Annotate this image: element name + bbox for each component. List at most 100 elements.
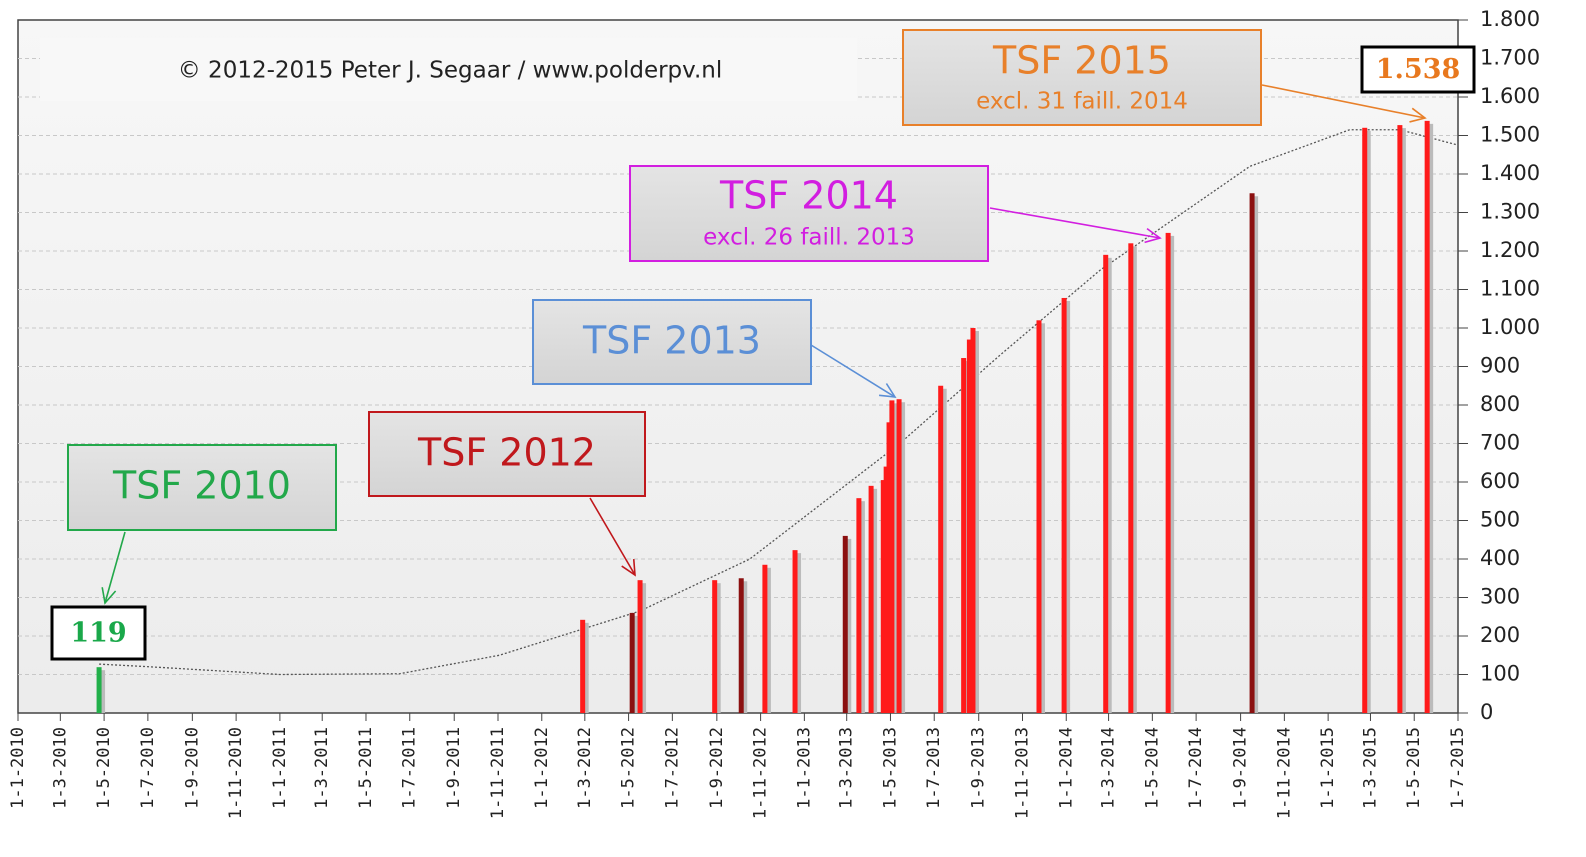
bar bbox=[961, 358, 967, 713]
x-tick-label: 1-7-2015 bbox=[1448, 727, 1468, 809]
y-tick-label: 900 bbox=[1480, 354, 1520, 378]
y-tick-label: 200 bbox=[1480, 623, 1520, 647]
arrow-head bbox=[879, 383, 897, 398]
x-tick-label: 1-5-2013 bbox=[880, 727, 900, 809]
bar bbox=[1103, 254, 1109, 713]
bar bbox=[970, 328, 976, 713]
x-tick-label: 1-5-2012 bbox=[619, 727, 639, 809]
bar-shadow bbox=[765, 567, 771, 713]
arrow-head bbox=[101, 587, 117, 605]
bar-shadow bbox=[1065, 300, 1071, 713]
x-tick-label: 1-9-2010 bbox=[182, 727, 202, 809]
x-tick-label: 1-11-2012 bbox=[751, 727, 771, 819]
annotation-subtitle: excl. 31 faill. 2014 bbox=[976, 89, 1188, 115]
y-tick-label: 100 bbox=[1480, 662, 1520, 686]
x-tick-label: 1-11-2011 bbox=[488, 727, 508, 819]
arrow-head bbox=[1144, 227, 1162, 244]
x-tick-label: 1-11-2013 bbox=[1012, 727, 1032, 819]
annotation-title: TSF 2013 bbox=[582, 319, 761, 363]
annotation-arrow bbox=[589, 497, 636, 576]
bar-shadow bbox=[892, 403, 898, 713]
bar bbox=[762, 564, 768, 713]
arrow-head bbox=[1409, 107, 1427, 123]
bar bbox=[1061, 297, 1067, 713]
y-tick-label: 1.800 bbox=[1480, 7, 1540, 31]
bar bbox=[792, 550, 798, 713]
x-tick-label: 1-3-2011 bbox=[312, 727, 332, 809]
bar-shadow bbox=[583, 622, 589, 713]
y-tick-label: 1.700 bbox=[1480, 46, 1540, 70]
bar bbox=[868, 485, 874, 713]
x-tick-label: 1-1-2015 bbox=[1318, 727, 1338, 809]
bar bbox=[842, 535, 848, 713]
bar bbox=[856, 498, 862, 713]
bar-shadow bbox=[872, 488, 878, 713]
bar bbox=[1165, 232, 1171, 713]
annotation-title: TSF 2010 bbox=[112, 464, 291, 508]
bar-shadow bbox=[796, 553, 802, 713]
x-tick-label: 1-7-2011 bbox=[400, 727, 420, 809]
bar bbox=[880, 480, 886, 713]
x-tick-label: 1-7-2010 bbox=[138, 727, 158, 809]
x-tick-label: 1-1-2011 bbox=[270, 727, 290, 809]
bar-shadow bbox=[900, 402, 906, 713]
bar bbox=[896, 399, 902, 713]
bar-shadow bbox=[846, 538, 852, 713]
x-tick-label: 1-3-2012 bbox=[575, 727, 595, 809]
bar-shadow bbox=[941, 388, 947, 713]
bar-shadow bbox=[1400, 128, 1406, 714]
bar-shadow bbox=[633, 615, 639, 713]
bar bbox=[1362, 127, 1368, 714]
annotation-box bbox=[629, 165, 989, 262]
x-tick-label: 1-5-2014 bbox=[1142, 727, 1162, 809]
bar bbox=[738, 578, 744, 713]
x-tick-label: 1-9-2012 bbox=[707, 727, 727, 809]
y-tick-label: 1.500 bbox=[1480, 123, 1540, 147]
y-tick-label: 1.400 bbox=[1480, 161, 1540, 185]
x-tick-label: 1-5-2010 bbox=[94, 727, 114, 809]
x-tick-label: 1-1-2010 bbox=[8, 727, 28, 809]
bar bbox=[637, 580, 643, 713]
annotation-box bbox=[368, 411, 646, 497]
y-tick-label: 1.000 bbox=[1480, 315, 1540, 339]
arrow-head bbox=[621, 558, 636, 577]
copyright: © 2012-2015 Peter J. Segaar / www.polder… bbox=[178, 58, 723, 84]
annotation-arrow bbox=[104, 531, 126, 604]
bar-shadow bbox=[715, 583, 721, 713]
value-label: 119 bbox=[70, 618, 126, 649]
bar bbox=[580, 619, 586, 713]
x-tick-label: 1-3-2014 bbox=[1099, 727, 1119, 809]
annotation-title: TSF 2014 bbox=[719, 174, 898, 218]
bar-shadow bbox=[1039, 323, 1045, 713]
annotation-box bbox=[67, 444, 337, 531]
y-tick-label: 1.100 bbox=[1480, 277, 1540, 301]
x-tick-label: 1-1-2012 bbox=[532, 727, 552, 809]
bar bbox=[96, 667, 102, 713]
annotation-title: TSF 2012 bbox=[417, 431, 596, 475]
bar bbox=[1249, 193, 1255, 713]
bar-shadow bbox=[641, 583, 647, 713]
bar-shadow bbox=[1169, 235, 1175, 713]
bar bbox=[712, 580, 718, 713]
bar-shadow bbox=[100, 670, 106, 713]
y-tick-label: 400 bbox=[1480, 546, 1520, 570]
bar-shadow bbox=[1106, 257, 1112, 713]
x-tick-label: 1-9-2011 bbox=[444, 727, 464, 809]
bar-shadow bbox=[859, 501, 865, 713]
bar bbox=[883, 466, 889, 713]
y-tick-label: 500 bbox=[1480, 508, 1520, 532]
bar-shadow bbox=[973, 331, 979, 713]
x-tick-label: 1-11-2010 bbox=[226, 727, 246, 819]
bar bbox=[629, 612, 635, 713]
y-tick-label: 300 bbox=[1480, 585, 1520, 609]
x-tick-label: 1-5-2011 bbox=[356, 727, 376, 809]
x-tick-label: 1-1-2014 bbox=[1056, 727, 1076, 809]
x-tick-label: 1-7-2014 bbox=[1186, 727, 1206, 809]
x-tick-label: 1-3-2013 bbox=[837, 727, 857, 809]
bar bbox=[1424, 120, 1430, 714]
bar bbox=[966, 339, 972, 713]
bar-shadow bbox=[1253, 196, 1259, 713]
bar bbox=[1128, 243, 1134, 714]
x-tick-label: 1-9-2014 bbox=[1231, 727, 1251, 809]
